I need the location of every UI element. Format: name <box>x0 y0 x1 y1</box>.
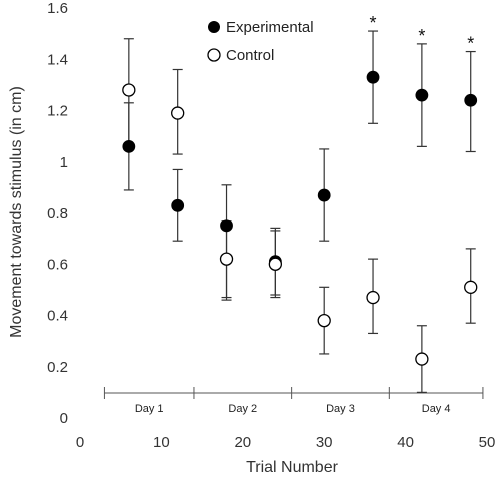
legend-marker-experimental <box>208 21 220 33</box>
x-tick-label-2: 20 <box>234 434 251 451</box>
error-bars <box>123 30 476 393</box>
x-tick-label-4: 40 <box>397 434 414 451</box>
y-tick-label-0: 0 <box>60 410 68 427</box>
point-experimental-8 <box>464 93 478 107</box>
x-tick-label-3: 30 <box>316 434 333 451</box>
point-experimental-6 <box>366 70 380 84</box>
day-label-1: Day 1 <box>135 403 164 415</box>
point-experimental-5 <box>317 188 331 202</box>
day-label-3: Day 3 <box>326 403 355 415</box>
x-tick-label-0: 0 <box>76 434 84 451</box>
point-control-4 <box>268 257 283 271</box>
point-control-8 <box>464 280 478 294</box>
day-brackets: Day 1 Day 2 Day 3 Day 4 <box>103 387 484 415</box>
y-tick-label-8: 1.6 <box>47 0 68 17</box>
point-experimental-3 <box>220 219 233 233</box>
point-control-7 <box>415 352 429 366</box>
data-points <box>122 70 478 366</box>
axes-layer: 0 10 20 30 40 50 0 0.2 0.4 0.6 0.8 1 1.2 1.4 1.6 <box>47 0 495 451</box>
point-control-6 <box>366 290 380 305</box>
legend-label-control: Control <box>226 47 274 64</box>
legend-marker-control <box>207 48 221 62</box>
significance-star-3: * <box>467 34 474 54</box>
x-axis-title: Trial Number <box>246 459 339 476</box>
point-experimental-1 <box>122 139 136 153</box>
legend-label-experimental: Experimental <box>226 19 314 36</box>
x-tick-label-1: 10 <box>153 434 170 451</box>
point-experimental-2 <box>171 198 185 212</box>
day-label-2: Day 2 <box>228 403 257 415</box>
legend: Experimental Control <box>207 19 314 64</box>
x-tick-label-5: 50 <box>479 434 496 451</box>
point-control-2 <box>171 106 185 120</box>
y-tick-label-1: 0.2 <box>47 359 68 376</box>
day-label-4: Day 4 <box>422 403 451 415</box>
y-tick-label-5: 1 <box>60 154 68 171</box>
point-control-3 <box>219 252 234 266</box>
y-tick-label-6: 1.2 <box>47 103 68 120</box>
significance-star-2: * <box>418 26 425 46</box>
y-tick-label-2: 0.4 <box>47 308 68 325</box>
y-tick-label-3: 0.6 <box>47 256 68 273</box>
significance-markers: * * * <box>370 13 475 54</box>
y-axis-title: Movement towards stimulus (in cm) <box>8 86 25 338</box>
significance-star-1: * <box>370 13 377 33</box>
point-control-1 <box>122 83 136 97</box>
y-tick-label-4: 0.8 <box>47 205 68 222</box>
y-tick-label-7: 1.4 <box>47 51 68 68</box>
point-control-5 <box>317 313 331 328</box>
point-experimental-7 <box>415 88 429 102</box>
